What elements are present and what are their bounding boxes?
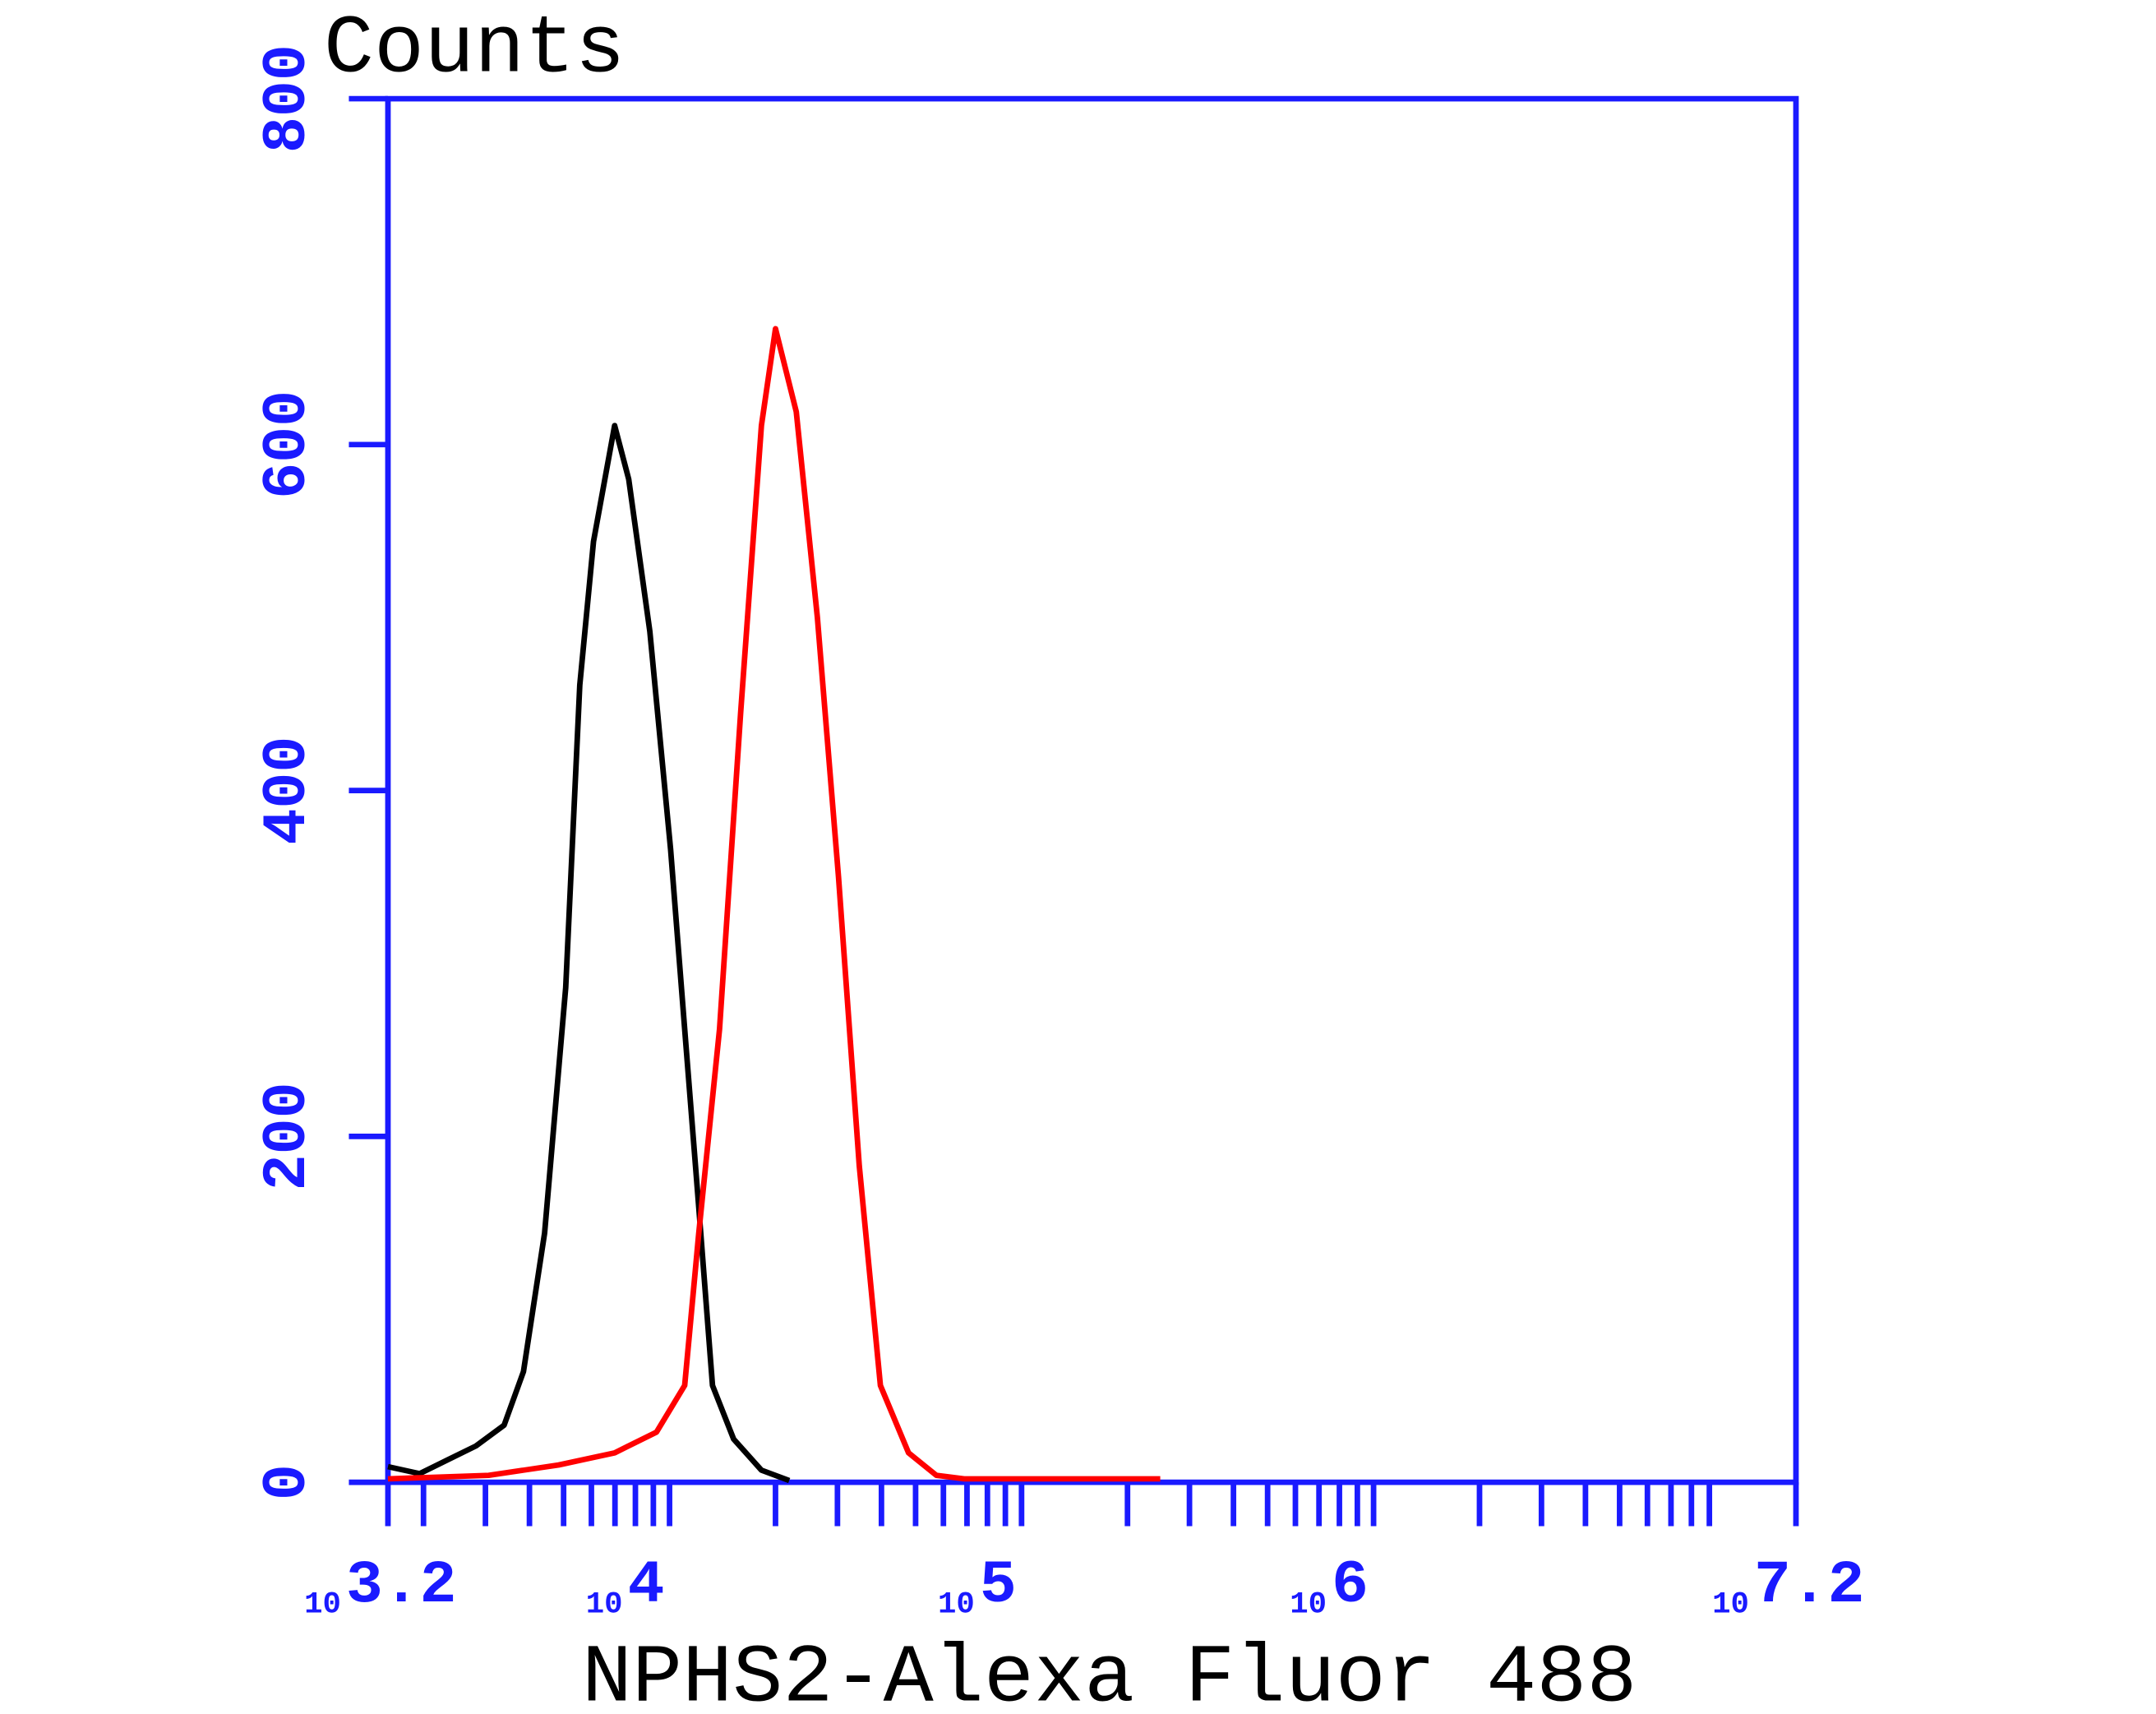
x-tick-base: 10: [304, 1588, 341, 1623]
histogram-line: [387, 423, 791, 1484]
x-axis-label: NPHS2-Alexa Fluor 488: [582, 1633, 1637, 1714]
y-tick-label: 800: [254, 44, 324, 153]
y-tick-label: 0: [254, 1464, 324, 1500]
y-axis-label: Counts: [324, 3, 626, 96]
y-tick-label: 200: [254, 1082, 324, 1190]
y-tick-label: 600: [254, 390, 324, 499]
x-tick-label: 7.2: [1754, 1552, 1864, 1620]
x-tick-label: 3.2: [346, 1552, 456, 1620]
x-tick-base: 10: [1290, 1588, 1327, 1623]
x-tick-label: 6: [1332, 1552, 1369, 1620]
x-tick-label: 4: [628, 1552, 665, 1620]
x-tick-label: 5: [980, 1552, 1017, 1620]
histogram-line: [387, 326, 1161, 1482]
x-tick-base: 10: [586, 1588, 623, 1623]
x-tick-base: 10: [938, 1588, 975, 1623]
y-tick-label: 400: [254, 737, 324, 845]
x-tick-base: 10: [1712, 1588, 1749, 1623]
plot-frame: [385, 95, 1799, 1485]
